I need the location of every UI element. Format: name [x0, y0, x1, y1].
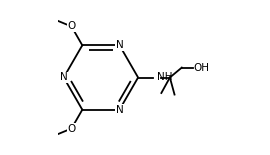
- Text: NH: NH: [157, 73, 172, 82]
- Text: N: N: [116, 40, 123, 50]
- Text: OH: OH: [193, 63, 210, 73]
- Text: O: O: [67, 124, 76, 133]
- Text: N: N: [60, 73, 68, 82]
- Text: O: O: [67, 22, 76, 31]
- Text: N: N: [116, 105, 123, 115]
